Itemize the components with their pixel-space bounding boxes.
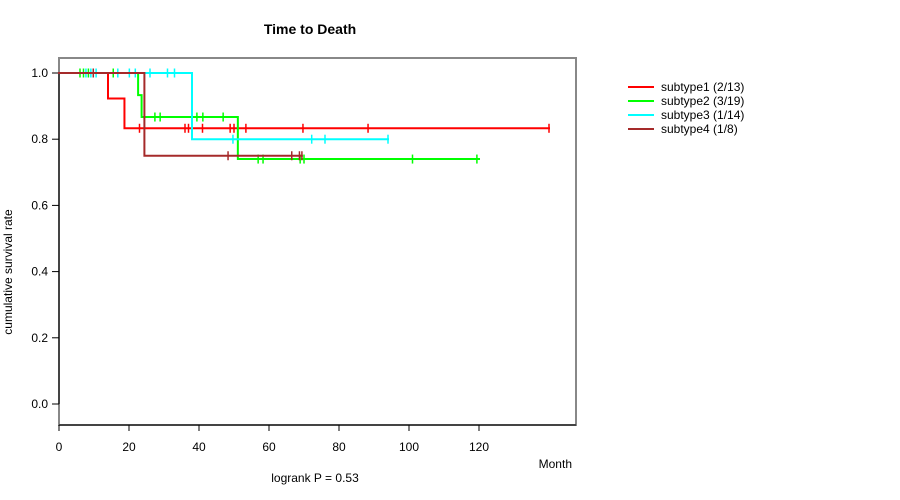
chart-title: Time to Death [263,21,357,37]
legend-line-sample [628,128,654,130]
x-tick-label: 60 [262,440,276,454]
plot-frame [58,57,577,426]
y-tick-label: 0.2 [31,331,48,345]
survival-curve-subtype2 [58,72,480,161]
legend-item-subtype1: subtype1 (2/13) [628,80,744,94]
x-axis-label: Month [538,457,572,471]
y-tick-label: 0.8 [31,132,48,146]
x-tick-label: 100 [399,440,419,454]
survival-curve-subtype1 [58,72,550,130]
y-tick-label: 0.4 [31,265,48,279]
legend-line-sample [628,100,654,102]
legend-item-subtype3: subtype3 (1/14) [628,108,744,122]
survival-curve-subtype4 [58,72,303,157]
legend-item-label: subtype4 (1/8) [661,122,738,136]
x-tick-label: 0 [56,440,63,454]
x-tick-label: 120 [469,440,489,454]
logrank-annotation: logrank P = 0.53 [271,471,359,485]
legend-item-label: subtype3 (1/14) [661,108,745,122]
legend-item-label: subtype1 (2/13) [661,80,745,94]
legend-item-subtype4: subtype4 (1/8) [628,122,744,136]
y-tick-label: 0.6 [31,198,48,212]
legend-item-label: subtype2 (3/19) [661,94,745,108]
legend-line-sample [628,86,654,88]
x-tick-label: 80 [332,440,346,454]
legend: subtype1 (2/13) subtype2 (3/19) subtype3… [628,80,744,136]
y-tick-label: 1.0 [31,66,48,80]
x-tick-label: 20 [122,440,136,454]
y-tick-label: 0.0 [31,397,48,411]
legend-item-subtype2: subtype2 (3/19) [628,94,744,108]
legend-line-sample [628,114,654,116]
x-tick-label: 40 [192,440,206,454]
